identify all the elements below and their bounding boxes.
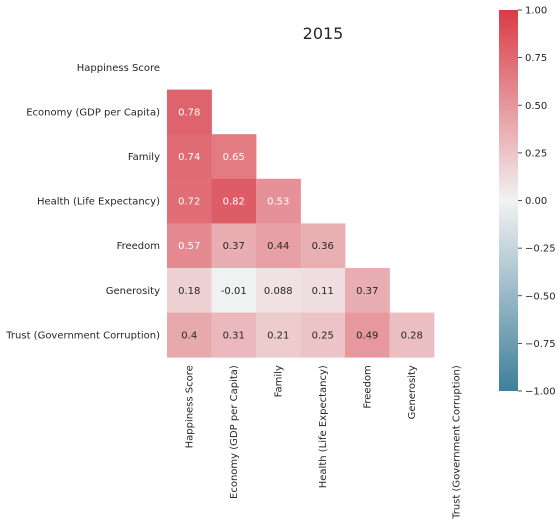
- cell-value-label: 0.65: [223, 152, 245, 163]
- heatmap-cell: [167, 134, 212, 180]
- x-tick-label: Happiness Score: [185, 365, 196, 448]
- cell-value-label: 0.28: [401, 330, 423, 341]
- heatmap-cell: [211, 312, 257, 358]
- x-tick-label: Trust (Government Corruption): [452, 365, 463, 520]
- y-tick-label: Freedom: [117, 241, 160, 252]
- cell-value-label: 0.25: [312, 330, 334, 341]
- y-tick-label: Trust (Government Corruption): [5, 330, 160, 341]
- cell-value-label: -0.01: [221, 286, 247, 297]
- cell-value-label: 0.57: [178, 241, 200, 252]
- heatmap-cell: [256, 178, 301, 224]
- cell-value-label: 0.78: [178, 107, 200, 118]
- colorbar-ticks: 1.00 0.75 0.50 0.25 0.00 −0.25 −0.50 −0.75 −1.00: [518, 6, 556, 398]
- colorbar-tick-label: −0.75: [525, 339, 556, 350]
- heatmap-cell: [256, 268, 301, 313]
- cell-value-label: 0.49: [356, 330, 378, 341]
- colorbar-tick-label: 0.00: [525, 196, 547, 207]
- x-tick-label: Generosity: [407, 365, 418, 419]
- cell-value-label: 0.53: [267, 197, 289, 208]
- chart-title: 2015: [303, 24, 344, 43]
- y-axis-tick-labels: Happiness Score Economy (GDP per Capita) F…: [5, 63, 160, 342]
- heatmap-cell: [300, 312, 346, 358]
- cell-value-label: 0.4: [181, 330, 197, 341]
- cell-value-label: 0.82: [223, 197, 245, 208]
- cell-value-label: 0.37: [223, 241, 245, 252]
- colorbar-tick-label: 1.00: [525, 6, 547, 17]
- colorbar-tick-label: −1.00: [525, 387, 556, 398]
- heatmap-cells: 0.78 0.74 0.65 0.72 0.82 0.53 0.57 0.37 0.44 0.36…: [167, 89, 435, 358]
- y-tick-label: Generosity: [106, 286, 160, 297]
- heatmap-cell: [167, 178, 212, 224]
- cell-value-label: 0.18: [178, 286, 200, 297]
- colorbar-tick-label: 0.50: [525, 101, 547, 112]
- heatmap-cell: [300, 268, 346, 313]
- cell-value-label: 0.44: [267, 241, 289, 252]
- heatmap-cell: [211, 268, 257, 313]
- cell-value-label: 0.36: [312, 241, 334, 252]
- x-tick-label: Economy (GDP per Capita): [229, 365, 240, 499]
- colorbar-tick-label: 0.75: [525, 53, 547, 64]
- x-tick-label: Freedom: [363, 365, 374, 408]
- heatmap-cell: [345, 312, 390, 358]
- cell-value-label: 0.21: [267, 330, 289, 341]
- y-tick-label: Happiness Score: [77, 63, 160, 74]
- heatmap-cell: [256, 223, 301, 269]
- heatmap-cell: [300, 223, 346, 269]
- heatmap-cell: [345, 268, 390, 313]
- cell-value-label: 0.72: [178, 197, 200, 208]
- cell-value-label: 0.31: [223, 330, 245, 341]
- y-tick-label: Family: [128, 152, 160, 163]
- heatmap-cell: [211, 134, 257, 180]
- heatmap-cell: [167, 312, 212, 358]
- heatmap-cell: [256, 312, 301, 358]
- colorbar-tick-label: −0.50: [525, 291, 556, 302]
- colorbar-tick-label: −0.25: [525, 244, 556, 255]
- heatmap-cell: [211, 178, 257, 224]
- cell-value-label: 0.11: [312, 286, 334, 297]
- x-tick-label: Health (Life Expectancy): [318, 365, 329, 488]
- cell-value-label: 0.74: [178, 152, 200, 163]
- y-tick-label: Health (Life Expectancy): [37, 197, 160, 208]
- cell-value-label: 0.37: [356, 286, 378, 297]
- heatmap-cell: [389, 312, 435, 358]
- cell-value-label: 0.088: [264, 286, 293, 297]
- heatmap-cell: [211, 223, 257, 269]
- colorbar: [499, 10, 518, 391]
- x-tick-label: Family: [274, 365, 285, 397]
- colorbar-tick-label: 0.25: [525, 148, 547, 159]
- y-tick-label: Economy (GDP per Capita): [26, 107, 160, 118]
- heatmap-cell: [167, 268, 212, 313]
- x-axis-tick-labels: Happiness Score Economy (GDP per Capita) F…: [185, 365, 463, 520]
- heatmap-cell: [167, 89, 212, 135]
- heatmap-cell: [167, 223, 212, 269]
